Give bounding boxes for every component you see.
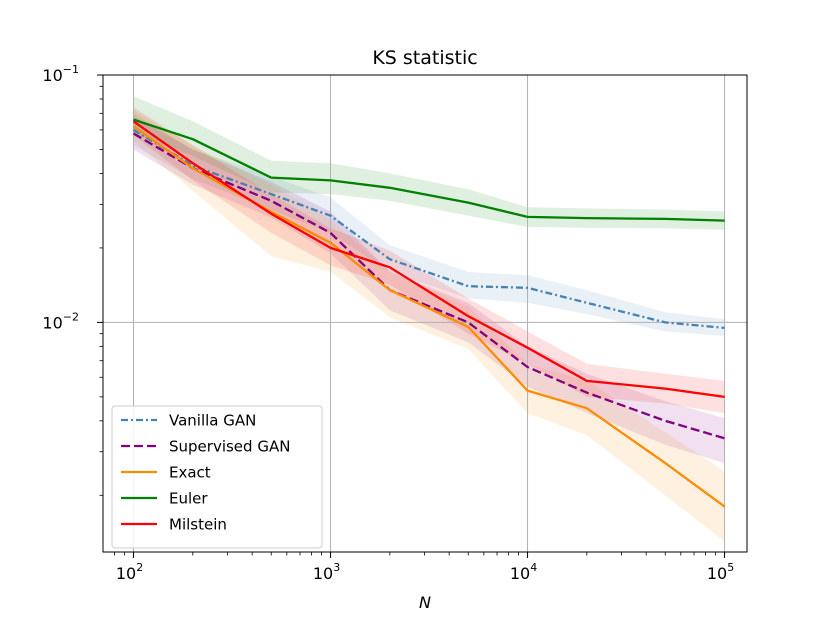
legend-box xyxy=(111,405,323,549)
y-tick-label-1: 10−2 xyxy=(42,310,79,332)
x-tick-label-2: 104 xyxy=(510,561,537,583)
x-tick-exponent-3: 5 xyxy=(727,561,734,574)
legend-label-4: Milstein xyxy=(169,516,227,534)
x-tick-exponent-2: 4 xyxy=(530,561,537,574)
x-tick-label-3: 105 xyxy=(707,561,734,583)
chart-title: KS statistic xyxy=(372,47,477,69)
band-0 xyxy=(133,113,725,337)
x-tick-label-1: 103 xyxy=(313,561,340,583)
x-tick-exponent-1: 3 xyxy=(333,561,340,574)
plot-area-frame xyxy=(102,74,748,553)
legend-label-3: Euler xyxy=(169,490,208,508)
legend: Vanilla GAN Supervised GAN Exact Euler Milst… xyxy=(111,405,323,549)
x-axis-label: N xyxy=(419,593,431,612)
x-tick-exponent-0: 2 xyxy=(136,561,143,574)
series-line-1 xyxy=(132,132,725,440)
series-line-3 xyxy=(133,118,725,222)
x-tick-label-0: 102 xyxy=(116,561,143,583)
band-3 xyxy=(133,96,725,230)
y-tick-label-0: 10−1 xyxy=(42,63,79,85)
y-tick-exponent-0: −1 xyxy=(63,63,79,76)
series-line-0 xyxy=(132,128,725,330)
y-tick-exponent-1: −2 xyxy=(63,310,79,323)
series-line-2 xyxy=(132,125,726,508)
series-lines xyxy=(132,118,726,508)
legend-label-2: Exact xyxy=(169,464,211,482)
legend-label-0: Vanilla GAN xyxy=(169,412,256,430)
legend-label-1: Supervised GAN xyxy=(169,438,290,456)
series-line-4 xyxy=(132,120,725,399)
band-4 xyxy=(133,107,725,414)
